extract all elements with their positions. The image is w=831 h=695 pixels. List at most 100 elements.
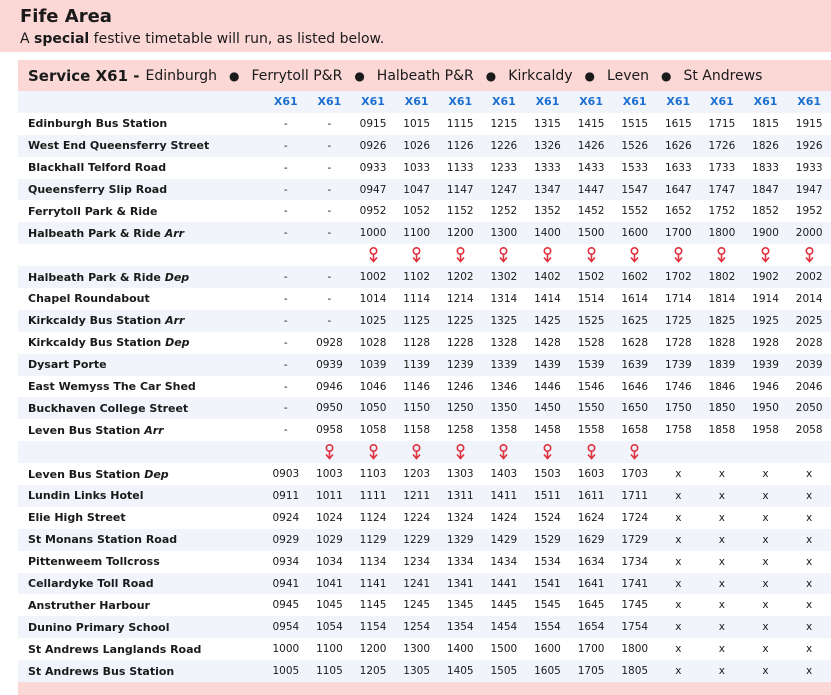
time-cell: 1305 xyxy=(394,660,439,683)
time-cell: 1114 xyxy=(394,288,439,310)
time-cell: x xyxy=(656,506,701,529)
time-cell: 1925 xyxy=(743,309,788,332)
separator-dot: ● xyxy=(660,68,672,83)
service-stop: Edinburgh xyxy=(145,67,217,84)
time-cell: x xyxy=(743,506,788,529)
time-cell: x xyxy=(700,572,744,595)
time-cell: 1011 xyxy=(307,485,352,507)
time-cell: 1025 xyxy=(351,309,395,332)
service-column-header: X61 xyxy=(569,91,613,113)
time-cell: 1946 xyxy=(743,375,788,398)
time-cell: 1354 xyxy=(438,616,483,639)
time-cell: 1546 xyxy=(569,375,613,398)
stop-name: Leven Bus Station Arr xyxy=(18,419,265,442)
time-cell: 1150 xyxy=(394,397,439,420)
time-cell: 1558 xyxy=(569,419,613,442)
time-cell: 1814 xyxy=(700,288,744,310)
time-cell: 1311 xyxy=(438,485,483,507)
label-blank xyxy=(18,244,265,267)
service-column-header: X61 xyxy=(525,91,570,113)
time-cell: 1900 xyxy=(743,222,788,245)
stop-name: Edinburgh Bus Station xyxy=(18,112,265,135)
time-cell: 1554 xyxy=(525,616,570,639)
time-cell: x xyxy=(787,594,831,617)
time-cell: 1303 xyxy=(438,463,483,486)
service-stop: Leven xyxy=(607,67,649,84)
time-cell: 1800 xyxy=(612,638,657,661)
time-cell: - xyxy=(264,178,308,201)
time-cell: 1805 xyxy=(612,660,657,683)
time-cell: 1329 xyxy=(438,528,483,551)
time-cell: 1034 xyxy=(307,550,352,573)
down-arrow-icon xyxy=(656,244,701,267)
stop-label: Ferrytoll Park & Ride xyxy=(28,204,158,218)
time-cell: 1139 xyxy=(394,353,439,376)
arr-dep-tag: Dep xyxy=(144,467,169,481)
table-row: Leven Bus Station Arr -0958 1058 1158 1258 13… xyxy=(18,419,831,442)
time-cell: 1503 xyxy=(525,463,570,486)
time-cell: x xyxy=(656,485,701,507)
time-cell: 1341 xyxy=(438,572,483,595)
time-cell: 1446 xyxy=(525,375,570,398)
stop-name: Kirkcaldy Bus Station Dep xyxy=(18,331,265,354)
empty-cell xyxy=(264,244,308,267)
time-cell: - xyxy=(264,353,308,376)
time-cell: 1414 xyxy=(525,288,570,310)
time-cell: - xyxy=(264,288,308,310)
time-cell: 1200 xyxy=(438,222,483,245)
separator-dot: ● xyxy=(584,68,596,83)
time-cell: x xyxy=(787,616,831,639)
time-cell: 1915 xyxy=(787,112,831,135)
empty-cell xyxy=(787,441,831,464)
down-arrow-icon xyxy=(525,244,570,267)
table-row: Queensferry Slip Road - -0947 1047 1147 1247 1… xyxy=(18,178,831,201)
time-cell: 1628 xyxy=(612,331,657,354)
time-cell: 1425 xyxy=(525,309,570,332)
time-cell: 1154 xyxy=(351,616,395,639)
time-cell: 1528 xyxy=(569,331,613,354)
time-cell: x xyxy=(700,660,744,683)
time-cell: 1228 xyxy=(438,331,483,354)
time-cell: 1246 xyxy=(438,375,483,398)
time-cell: 1658 xyxy=(612,419,657,442)
table-row: Kirkcaldy Bus Station Arr - -1025 1125 1225 1… xyxy=(18,309,831,332)
empty-cell xyxy=(700,441,744,464)
time-cell: - xyxy=(307,200,352,223)
stop-label: Buckhaven College Street xyxy=(28,401,189,415)
separator-dot: ● xyxy=(485,68,497,83)
time-cell: x xyxy=(700,463,744,486)
time-cell: x xyxy=(743,660,788,683)
time-cell: 2039 xyxy=(787,353,831,376)
time-cell: x xyxy=(700,485,744,507)
stop-name: Dunino Primary School xyxy=(18,616,265,639)
time-cell: 1647 xyxy=(656,178,701,201)
time-cell: 1650 xyxy=(612,397,657,420)
time-cell: x xyxy=(700,506,744,529)
time-cell: 1052 xyxy=(394,200,439,223)
time-cell: 1403 xyxy=(482,463,526,486)
time-cell: 1914 xyxy=(743,288,788,310)
time-cell: 2002 xyxy=(787,266,831,289)
time-cell: - xyxy=(307,222,352,245)
time-cell: 0915 xyxy=(351,112,395,135)
header-blank xyxy=(18,91,265,113)
time-cell: 1124 xyxy=(351,506,395,529)
stop-label: Queensferry Slip Road xyxy=(28,183,168,196)
time-cell: 1741 xyxy=(612,572,657,595)
time-cell: - xyxy=(307,112,352,135)
time-cell: 1205 xyxy=(351,660,395,683)
time-cell: 1847 xyxy=(743,178,788,201)
time-cell: 1700 xyxy=(569,638,613,661)
service-column-header: X61 xyxy=(438,91,483,113)
time-cell: 1126 xyxy=(438,134,483,157)
time-cell: 1258 xyxy=(438,419,483,442)
time-cell: 1828 xyxy=(700,331,744,354)
time-cell: 1133 xyxy=(438,156,483,179)
arr-dep-tag: Arr xyxy=(165,314,185,328)
time-cell: 1633 xyxy=(656,156,701,179)
time-cell: 1214 xyxy=(438,288,483,310)
stop-name: Blackhall Telford Road xyxy=(18,156,265,179)
header-row: X61 X61 X61 X61 X61 X61 X61 X61 X61 X61 X61 X61 X61 xyxy=(18,91,831,113)
time-cell: 1152 xyxy=(438,200,483,223)
time-cell: 1211 xyxy=(394,485,439,507)
